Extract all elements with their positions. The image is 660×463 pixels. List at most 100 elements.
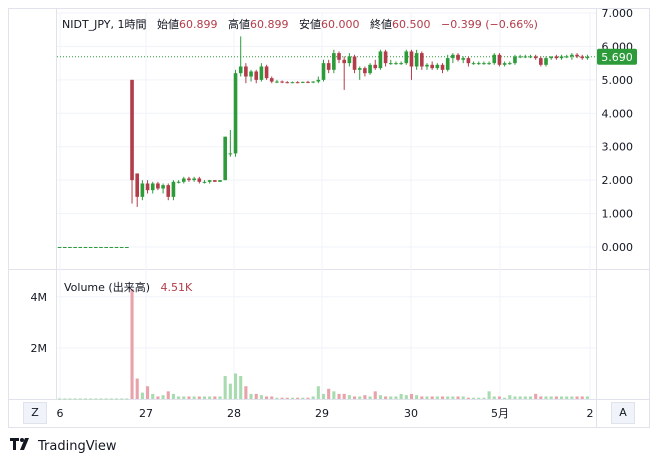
candle-body xyxy=(62,247,67,248)
candle-body xyxy=(311,81,315,83)
volume-bar xyxy=(347,395,351,399)
candle-body xyxy=(399,63,403,65)
candle-body xyxy=(347,56,352,64)
volume-bar xyxy=(518,396,522,399)
change-value: −0.399 (−0.66%) xyxy=(441,18,538,31)
candle-body xyxy=(300,81,305,83)
volume-bar xyxy=(363,395,367,399)
volume-bar xyxy=(389,396,393,399)
candle-body xyxy=(357,68,362,70)
close-label: 終値 xyxy=(370,18,393,31)
volume-bar xyxy=(202,396,207,399)
candle-body xyxy=(523,56,528,58)
candle-body xyxy=(57,247,62,248)
volume-bar xyxy=(352,396,357,399)
candle-body xyxy=(456,54,460,60)
candle-body xyxy=(259,66,264,80)
volume-bar xyxy=(472,397,476,399)
volume-bar xyxy=(109,398,113,400)
candle-body xyxy=(518,56,522,58)
auto-scale-left-button[interactable]: Z xyxy=(23,402,47,424)
volume-bar xyxy=(68,398,72,400)
candle-body xyxy=(575,54,579,57)
candle-body xyxy=(352,56,357,70)
candle-body xyxy=(166,185,171,197)
volume-bar xyxy=(446,396,450,399)
volume-legend: Volume (出来高) 4.51K xyxy=(64,279,192,295)
volume-bar xyxy=(197,396,201,399)
price-tick-label: 3.000 xyxy=(602,141,634,154)
candle-body xyxy=(492,54,497,64)
candle-body xyxy=(295,82,300,84)
volume-bar xyxy=(373,391,377,399)
last-price-label: 5.690 xyxy=(601,51,633,64)
volume-bar xyxy=(192,396,196,399)
candle-body xyxy=(564,56,569,58)
candle-body xyxy=(409,51,414,67)
candle-body xyxy=(254,71,259,80)
volume-bar xyxy=(259,395,263,399)
volume-bar xyxy=(177,396,181,399)
price-tick-label: 1.000 xyxy=(602,208,634,221)
volume-bar xyxy=(249,393,253,399)
volume-tick-label: 4M xyxy=(31,291,48,304)
volume-bar xyxy=(156,396,160,399)
low-label: 安値 xyxy=(299,18,322,31)
time-tick-label: 6 xyxy=(57,407,64,420)
candle-body xyxy=(383,51,388,64)
auto-scale-right-button[interactable]: A xyxy=(611,402,635,424)
candle-body xyxy=(466,58,471,64)
candle-body xyxy=(332,53,336,70)
price-tick-label: 4.000 xyxy=(602,107,634,120)
candle-body xyxy=(109,247,114,248)
candle-body xyxy=(130,79,134,181)
volume-bar xyxy=(58,398,62,400)
volume-bar xyxy=(285,397,289,399)
volume-bar xyxy=(151,393,155,399)
price-tick-label: 7.000 xyxy=(602,7,634,20)
volume-bar xyxy=(482,397,486,399)
volume-bar xyxy=(570,396,574,399)
candle-body xyxy=(306,81,310,83)
tradingview-logo-icon xyxy=(10,438,32,454)
volume-bar xyxy=(306,397,310,399)
candle-body xyxy=(445,58,450,70)
volume-bar xyxy=(409,393,414,399)
volume-series xyxy=(58,289,589,400)
volume-label[interactable]: Volume (出来高) xyxy=(64,281,150,294)
symbol-label[interactable]: NIDT_JPY, 1時間 xyxy=(62,18,147,31)
volume-bar xyxy=(523,396,527,399)
candle-body xyxy=(99,247,103,248)
candle-body xyxy=(321,63,326,80)
candle-body xyxy=(269,78,274,82)
candle-body xyxy=(228,153,233,155)
low-value: 60.000 xyxy=(321,18,360,31)
candle-body xyxy=(544,58,548,65)
candle-body xyxy=(533,56,538,59)
volume-bar xyxy=(534,393,538,399)
candle-body xyxy=(539,58,543,65)
volume-bar xyxy=(559,396,564,399)
volume-bar xyxy=(554,396,558,399)
candle-body xyxy=(363,68,367,74)
candle-body xyxy=(451,54,455,59)
candle-body xyxy=(156,183,160,189)
candle-body xyxy=(559,56,564,59)
candle-body xyxy=(388,63,393,65)
tradingview-logo[interactable]: TradingView xyxy=(10,438,117,454)
time-tick-label: 27 xyxy=(139,407,153,420)
volume-bar xyxy=(513,396,517,399)
candle-body xyxy=(280,81,284,83)
candle-body xyxy=(430,64,434,69)
candle-body xyxy=(554,56,559,59)
volume-bar xyxy=(187,396,191,399)
volume-bar xyxy=(171,393,175,399)
volume-bar xyxy=(316,386,320,399)
volume-bar xyxy=(114,398,119,400)
candle-body xyxy=(176,181,181,183)
candle-body xyxy=(93,247,98,248)
volume-bar xyxy=(120,398,124,400)
volume-bar xyxy=(290,397,295,399)
price-tick-label: 2.000 xyxy=(602,174,634,187)
candle-body xyxy=(373,64,378,69)
